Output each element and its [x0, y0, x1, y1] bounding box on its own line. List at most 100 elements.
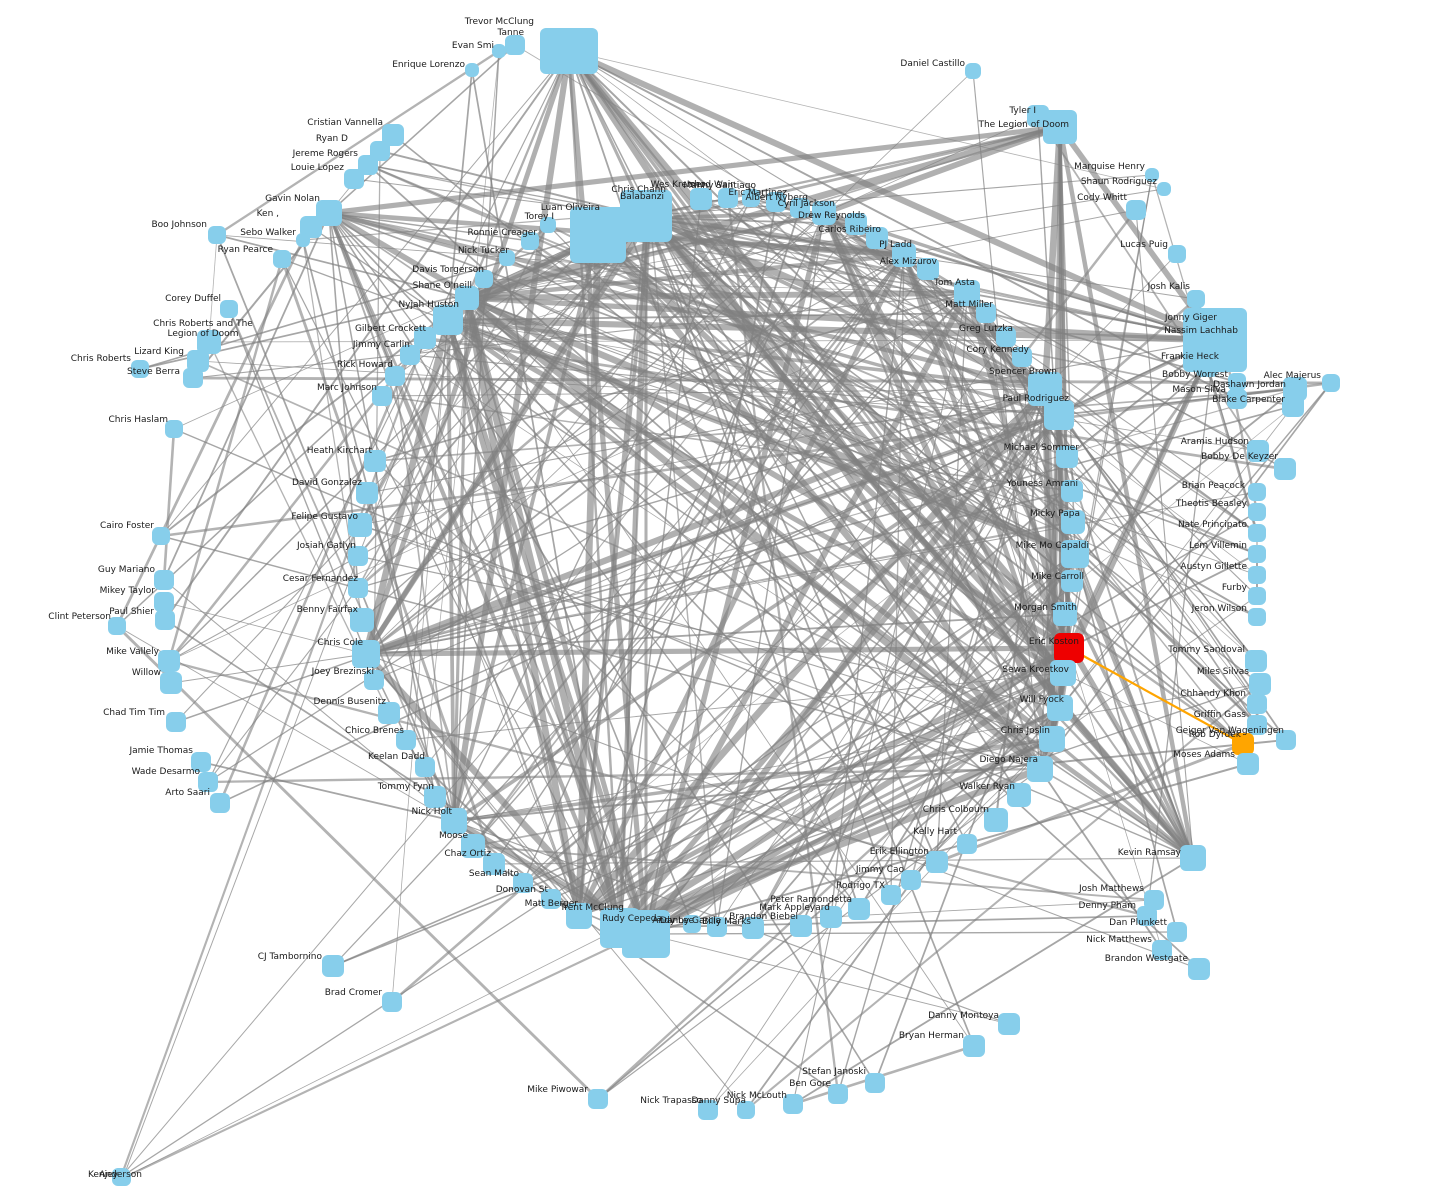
graph-node[interactable]	[628, 196, 672, 240]
graph-node[interactable]	[1054, 633, 1084, 663]
graph-node[interactable]	[475, 270, 493, 288]
graph-node[interactable]	[881, 885, 901, 905]
graph-node[interactable]	[198, 772, 218, 792]
graph-node[interactable]	[1167, 922, 1187, 942]
graph-node[interactable]	[1144, 890, 1164, 910]
graph-node[interactable]	[155, 610, 175, 630]
graph-node[interactable]	[191, 752, 211, 772]
graph-node[interactable]	[492, 44, 506, 58]
graph-node[interactable]	[812, 201, 836, 225]
graph-node[interactable]	[1248, 503, 1266, 521]
graph-node[interactable]	[1039, 726, 1065, 752]
graph-node[interactable]	[957, 834, 977, 854]
graph-node[interactable]	[372, 386, 392, 406]
graph-node[interactable]	[892, 243, 916, 267]
graph-node[interactable]	[1027, 756, 1053, 782]
graph-node[interactable]	[396, 730, 416, 750]
graph-node[interactable]	[350, 608, 374, 632]
graph-node[interactable]	[742, 189, 760, 207]
graph-node[interactable]	[566, 903, 592, 929]
graph-node[interactable]	[187, 350, 209, 372]
graph-node[interactable]	[1322, 374, 1340, 392]
graph-node[interactable]	[1196, 355, 1218, 377]
graph-node[interactable]	[1248, 608, 1266, 626]
graph-node[interactable]	[954, 280, 980, 306]
graph-node[interactable]	[570, 207, 626, 263]
graph-node[interactable]	[1168, 245, 1186, 263]
graph-node[interactable]	[1245, 650, 1267, 672]
graph-node[interactable]	[1227, 389, 1247, 409]
graph-node[interactable]	[1188, 958, 1210, 980]
graph-node[interactable]	[1187, 290, 1205, 308]
graph-node[interactable]	[540, 217, 556, 233]
graph-node[interactable]	[976, 303, 996, 323]
graph-node[interactable]	[737, 1101, 755, 1119]
graph-node[interactable]	[588, 1089, 608, 1109]
graph-node[interactable]	[1247, 694, 1267, 714]
graph-node[interactable]	[152, 527, 170, 545]
graph-node[interactable]	[865, 1073, 885, 1093]
graph-node[interactable]	[790, 915, 812, 937]
graph-node[interactable]	[1061, 480, 1083, 502]
graph-node[interactable]	[115, 1170, 131, 1186]
graph-node[interactable]	[1248, 587, 1266, 605]
graph-node[interactable]	[322, 955, 344, 977]
graph-node[interactable]	[465, 63, 479, 77]
graph-node[interactable]	[344, 169, 364, 189]
graph-node[interactable]	[742, 917, 764, 939]
graph-node[interactable]	[1274, 458, 1296, 480]
graph-node[interactable]	[1249, 673, 1271, 695]
graph-node[interactable]	[1228, 373, 1246, 391]
graph-node[interactable]	[1126, 200, 1146, 220]
graph-node[interactable]	[1247, 715, 1267, 735]
graph-node[interactable]	[1157, 182, 1171, 196]
graph-node[interactable]	[1247, 440, 1269, 462]
graph-node[interactable]	[1180, 845, 1206, 871]
graph-node[interactable]	[848, 898, 870, 920]
graph-node[interactable]	[300, 216, 322, 238]
graph-node[interactable]	[378, 702, 400, 724]
graph-node[interactable]	[154, 592, 174, 612]
graph-node[interactable]	[1047, 695, 1073, 721]
graph-node[interactable]	[828, 1084, 848, 1104]
graph-node[interactable]	[1145, 168, 1159, 182]
graph-node[interactable]	[541, 889, 561, 909]
graph-node[interactable]	[917, 258, 939, 280]
graph-node[interactable]	[845, 213, 867, 235]
graph-node[interactable]	[1043, 110, 1077, 144]
graph-node[interactable]	[483, 853, 505, 875]
graph-node[interactable]	[441, 808, 467, 834]
graph-node[interactable]	[766, 192, 786, 212]
graph-node[interactable]	[690, 188, 712, 210]
graph-node[interactable]	[965, 63, 981, 79]
graph-node[interactable]	[356, 482, 378, 504]
graph-node[interactable]	[208, 226, 226, 244]
graph-node[interactable]	[165, 420, 183, 438]
graph-node[interactable]	[414, 327, 436, 349]
graph-node[interactable]	[1050, 660, 1076, 686]
graph-node[interactable]	[698, 1100, 718, 1120]
graph-node[interactable]	[998, 1013, 1020, 1035]
graph-node[interactable]	[866, 227, 888, 249]
graph-node[interactable]	[382, 124, 404, 146]
graph-node[interactable]	[296, 233, 310, 247]
graph-node[interactable]	[540, 28, 598, 74]
graph-node[interactable]	[1007, 783, 1031, 807]
graph-node[interactable]	[820, 906, 842, 928]
graph-node[interactable]	[622, 910, 670, 958]
graph-node[interactable]	[385, 366, 405, 386]
graph-node[interactable]	[499, 250, 515, 266]
graph-node[interactable]	[352, 640, 380, 668]
graph-node[interactable]	[683, 915, 701, 933]
graph-node[interactable]	[160, 672, 182, 694]
graph-node[interactable]	[183, 368, 203, 388]
graph-node[interactable]	[926, 851, 948, 873]
graph-node[interactable]	[1056, 446, 1078, 468]
graph-node[interactable]	[1061, 510, 1085, 534]
graph-node[interactable]	[348, 513, 372, 537]
graph-node[interactable]	[358, 155, 378, 175]
graph-node[interactable]	[424, 786, 446, 808]
graph-node[interactable]	[348, 578, 368, 598]
graph-node[interactable]	[707, 917, 727, 937]
